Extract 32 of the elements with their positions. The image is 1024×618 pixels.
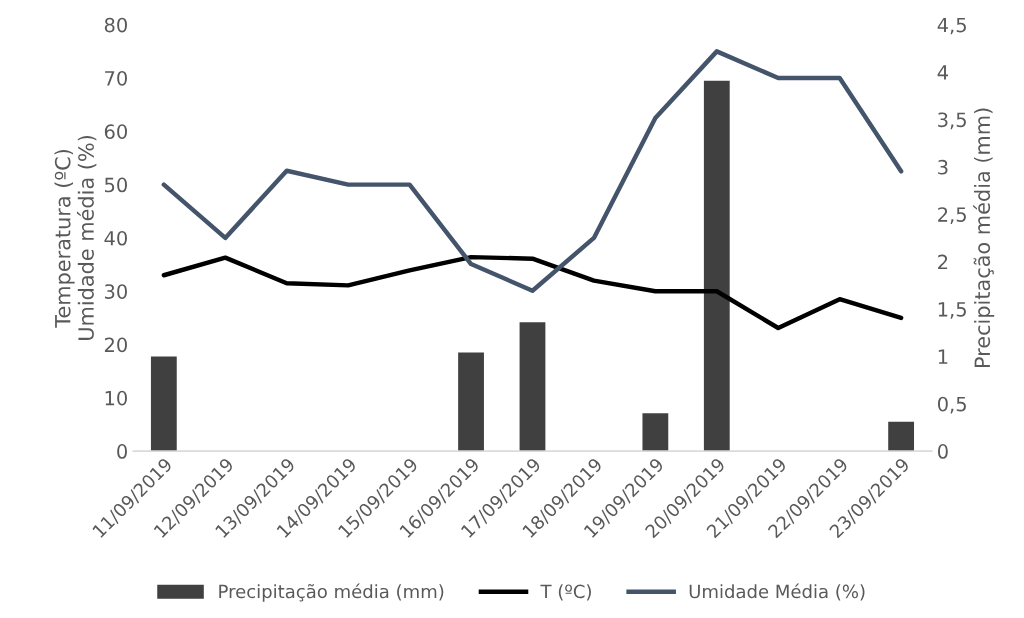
y-tick-label: 40 <box>104 230 127 246</box>
legend-label: T (ºC) <box>540 584 591 601</box>
y2-tick-label: 0 <box>937 444 948 459</box>
y2-tick-label: 4 <box>937 65 948 80</box>
bar <box>703 80 730 452</box>
y-tick-label: 30 <box>105 284 127 299</box>
y-tick-label: 70 <box>105 70 127 86</box>
y2-tick-label: 1 <box>938 349 948 364</box>
y-tick-label: 50 <box>105 177 127 193</box>
y2-tick-label: 2 <box>938 254 948 270</box>
line-series <box>161 49 904 293</box>
y2-axis-title: Precipitação média (mm) <box>973 108 995 368</box>
legend-label: Umidade Média (%) <box>689 583 865 601</box>
y2-tick-label: 4,5 <box>937 17 966 35</box>
y2-tick-label: 1,5 <box>938 302 966 319</box>
y2-tick-label: 3,5 <box>938 112 966 130</box>
line-series <box>161 254 904 331</box>
y-tick-label: 80 <box>104 17 127 33</box>
bar <box>150 356 177 452</box>
y-tick-label: 60 <box>104 124 127 139</box>
y2-tick-label: 2,5 <box>938 207 966 224</box>
y-tick-label: 10 <box>105 390 127 406</box>
legend-label: Precipitação média (mm) <box>219 583 444 602</box>
bar <box>458 352 484 452</box>
y2-tick-label: 3 <box>938 159 948 175</box>
y-tick-label: 20 <box>104 337 127 353</box>
y2-tick-label: 0,5 <box>937 396 966 414</box>
bar <box>519 322 546 452</box>
y-axis-title: Temperatura (ºC) Umidade média (%) <box>54 135 97 340</box>
bar <box>642 413 669 452</box>
y-tick-label: 0 <box>117 444 127 459</box>
bar <box>888 421 915 452</box>
